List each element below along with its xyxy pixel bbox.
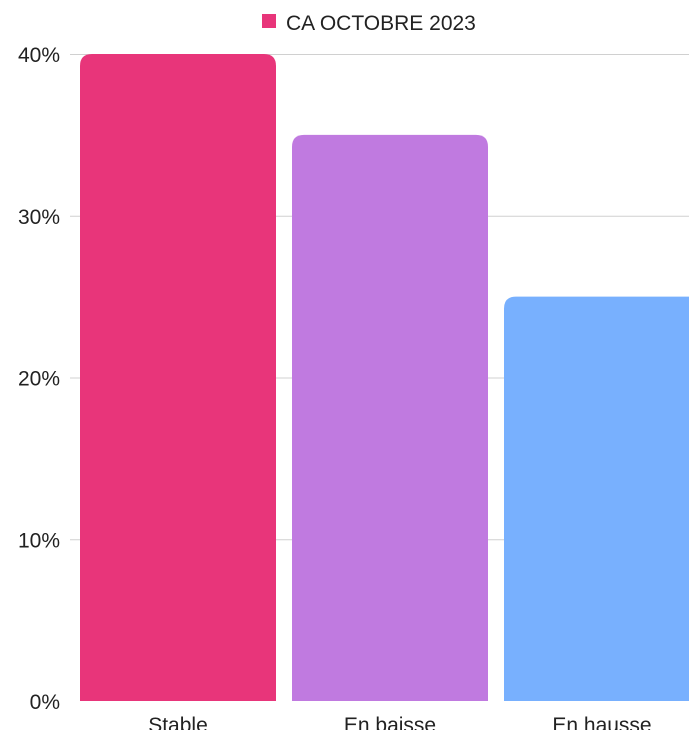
legend-swatch	[262, 14, 276, 28]
y-tick-label: 0%	[30, 691, 60, 714]
bar-stable	[80, 54, 276, 701]
y-tick-label: 30%	[18, 206, 60, 229]
bar-en-baisse	[292, 134, 488, 701]
x-category-label: Stable	[148, 714, 208, 730]
y-tick-label: 40%	[18, 44, 60, 67]
y-axis-tick-labels: 0% 10% 20% 30% 40%	[18, 44, 60, 714]
x-axis-category-labels: Stable En baisse En hausse	[148, 714, 651, 730]
bar-en-hausse	[504, 296, 689, 701]
bars	[80, 54, 689, 701]
legend: CA OCTOBRE 2023	[262, 12, 476, 35]
x-category-label: En hausse	[552, 714, 651, 730]
legend-label: CA OCTOBRE 2023	[286, 12, 476, 35]
y-tick-label: 10%	[18, 529, 60, 552]
y-tick-label: 20%	[18, 368, 60, 391]
x-category-label: En baisse	[344, 714, 436, 730]
